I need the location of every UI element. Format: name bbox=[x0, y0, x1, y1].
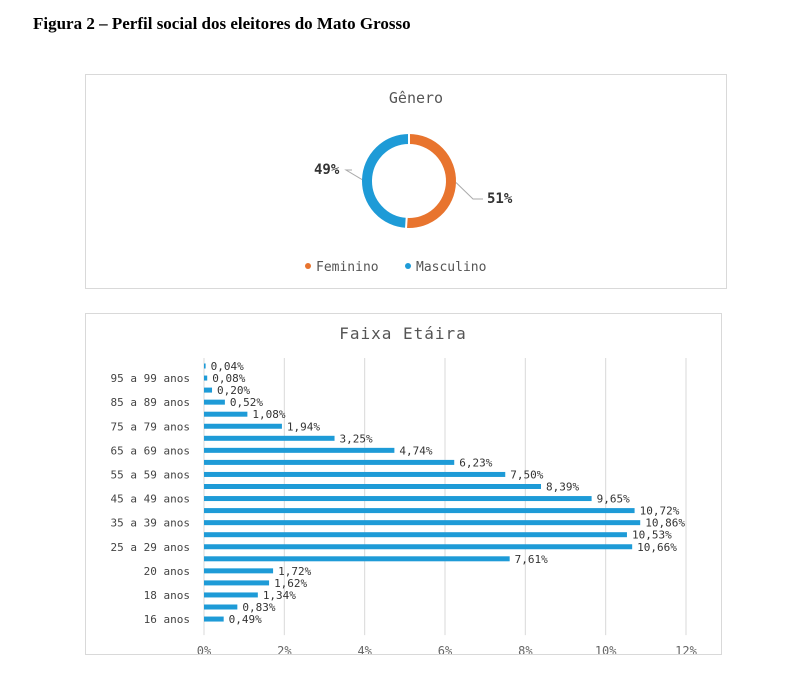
x-tick-label: 12% bbox=[675, 644, 697, 654]
bar bbox=[204, 616, 224, 622]
bar-data-label: 0,83% bbox=[242, 601, 275, 614]
bar bbox=[204, 592, 258, 598]
leader-line-masculino bbox=[344, 169, 363, 180]
bar-data-label: 1,72% bbox=[278, 565, 311, 578]
bar bbox=[204, 459, 455, 465]
bar bbox=[204, 363, 206, 369]
bar-data-label: 1,62% bbox=[274, 577, 307, 590]
bar bbox=[204, 387, 213, 393]
category-label: 75 a 79 anos bbox=[111, 420, 190, 433]
category-label: 18 anos bbox=[144, 589, 190, 602]
bar-data-label: 0,49% bbox=[229, 613, 262, 626]
bar bbox=[204, 532, 627, 538]
legend-label-masculino: Masculino bbox=[416, 260, 486, 275]
gender-chart-panel: Gênero 51% 49% Feminino Masculino bbox=[85, 74, 727, 289]
bar bbox=[204, 399, 225, 405]
bar bbox=[204, 471, 506, 477]
x-tick-label: 10% bbox=[595, 644, 617, 654]
bar-data-label: 1,08% bbox=[252, 408, 285, 421]
bar-data-label: 10,72% bbox=[640, 505, 680, 518]
bar bbox=[204, 435, 335, 441]
category-label: 95 a 99 anos bbox=[111, 372, 190, 385]
bar bbox=[204, 508, 635, 514]
bar bbox=[204, 411, 248, 417]
slice-masculino bbox=[362, 134, 410, 228]
category-label: 85 a 89 anos bbox=[111, 396, 190, 409]
x-tick-label: 0% bbox=[197, 644, 212, 654]
figure-title: Figura 2 – Perfil social dos eleitores d… bbox=[33, 14, 411, 33]
bar bbox=[204, 423, 282, 429]
slice-feminino bbox=[406, 134, 456, 228]
bar-data-label: 1,34% bbox=[263, 589, 296, 602]
x-tick-label: 8% bbox=[518, 644, 533, 654]
bar-data-label: 10,86% bbox=[645, 517, 685, 530]
bar-data-label: 0,20% bbox=[217, 384, 250, 397]
bar-data-label: 7,61% bbox=[515, 553, 548, 566]
age-bar-chart: Faixa Etáira 0,04%0,08%0,20%0,52%1,08%1,… bbox=[111, 324, 698, 658]
x-tick-label: 6% bbox=[438, 644, 453, 654]
category-label: 55 a 59 anos bbox=[111, 468, 190, 481]
bar-data-label: 8,39% bbox=[546, 481, 579, 494]
bar-data-label: 3,25% bbox=[340, 432, 373, 445]
category-label: 35 a 39 anos bbox=[111, 517, 190, 530]
bar-data-label: 4,74% bbox=[399, 444, 432, 457]
slice-label-masculino: 49% bbox=[314, 162, 340, 178]
bar bbox=[204, 556, 510, 562]
bar bbox=[204, 568, 274, 574]
bar-data-label: 6,23% bbox=[459, 456, 492, 469]
bar-data-label: 7,50% bbox=[510, 468, 543, 481]
legend-label-feminino: Feminino bbox=[316, 260, 379, 275]
bar bbox=[204, 447, 395, 453]
bar bbox=[204, 604, 238, 610]
bar bbox=[204, 544, 633, 550]
category-label: 25 a 29 anos bbox=[111, 541, 190, 554]
category-label: 45 a 49 anos bbox=[111, 493, 190, 506]
bar-data-label: 10,53% bbox=[632, 529, 672, 542]
bar bbox=[204, 580, 270, 586]
bar-data-label: 1,94% bbox=[287, 420, 320, 433]
legend-marker-feminino bbox=[305, 263, 311, 269]
leader-line-feminino bbox=[455, 182, 483, 200]
x-tick-label: 4% bbox=[357, 644, 372, 654]
category-label: 16 anos bbox=[144, 613, 190, 626]
bar-data-label: 10,66% bbox=[637, 541, 677, 554]
category-label: 20 anos bbox=[144, 565, 190, 578]
bar-data-label: 0,04% bbox=[211, 360, 244, 373]
bar bbox=[204, 520, 641, 526]
age-chart-title: Faixa Etáira bbox=[339, 324, 467, 343]
slice-separator bbox=[404, 216, 408, 229]
category-label: 65 a 69 anos bbox=[111, 444, 190, 457]
bar-data-label: 9,65% bbox=[597, 493, 630, 506]
gender-donut-chart: Gênero 51% 49% Feminino Masculino bbox=[305, 89, 513, 275]
gender-chart-title: Gênero bbox=[389, 89, 443, 107]
legend-marker-masculino bbox=[405, 263, 411, 269]
x-tick-label: 2% bbox=[277, 644, 292, 654]
bar bbox=[204, 496, 592, 502]
bar-data-label: 0,52% bbox=[230, 396, 263, 409]
bar bbox=[204, 484, 541, 489]
bar-data-label: 0,08% bbox=[212, 372, 245, 385]
age-chart-panel: Faixa Etáira 0,04% 0,08% 0,20% 0,52% 1,08% 1,… bbox=[85, 313, 722, 658]
slice-label-feminino: 51% bbox=[487, 191, 513, 207]
bar bbox=[204, 375, 208, 381]
